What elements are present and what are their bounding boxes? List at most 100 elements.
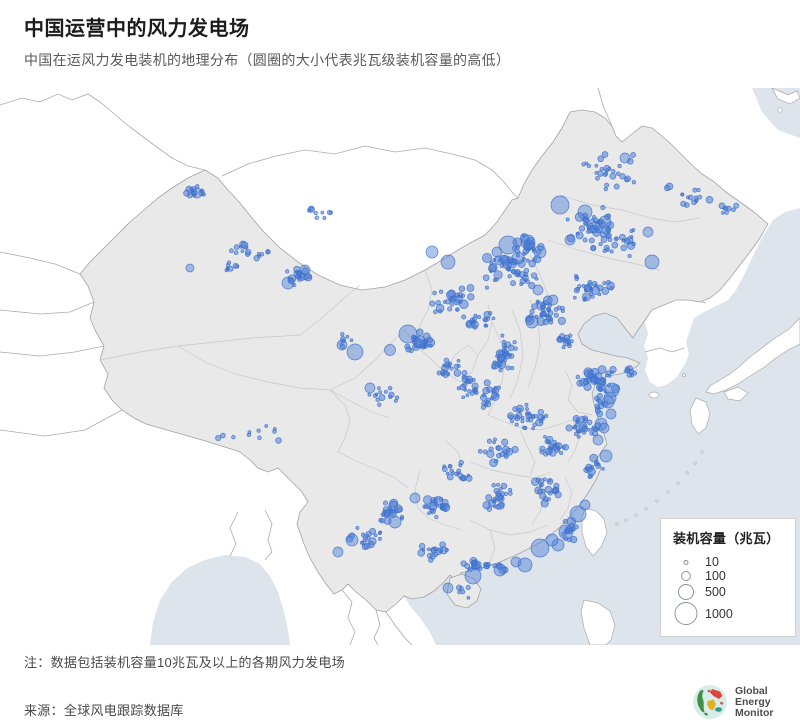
wind-farm-dot [539, 313, 543, 318]
wind-farm-dot [471, 378, 476, 382]
wind-farm-dot [417, 549, 425, 557]
wind-farm-dot [545, 447, 553, 456]
legend-item: 100 [673, 569, 785, 583]
wind-farm-dot [320, 210, 325, 215]
wind-farm-dot [514, 248, 521, 255]
wind-farm-dot [579, 377, 588, 387]
wind-farm-dot [544, 413, 549, 419]
wind-farm-dot [613, 183, 620, 190]
wind-farm-dot [457, 590, 462, 595]
wind-farm-dot [495, 354, 499, 359]
wind-farm-dot [471, 560, 477, 566]
wind-farm-dot [514, 415, 521, 422]
wind-farm-dot [624, 177, 630, 183]
wind-farm-dot [498, 368, 503, 373]
wind-farm-dot [480, 394, 487, 402]
wind-farm-dot [596, 393, 603, 399]
wind-farm-dot [594, 377, 601, 384]
wind-farm-dot [586, 419, 593, 426]
wind-farm-dot [409, 492, 421, 504]
wind-farm-dot [569, 505, 587, 523]
wind-farm-dot [572, 295, 577, 300]
wind-farm-dot [500, 482, 508, 490]
wind-farm-dot [578, 225, 586, 232]
wind-farm-dot [433, 546, 438, 552]
wind-farm-dot [245, 248, 252, 256]
wind-farm-dot [572, 425, 577, 430]
wind-farm-dot [604, 373, 609, 378]
wind-farm-dot [605, 233, 611, 239]
wind-farm-dot [530, 538, 550, 558]
wind-farm-dot [480, 404, 487, 410]
wind-farm-dot [442, 582, 454, 594]
wind-farm-dot [556, 446, 561, 451]
wind-farm-dot [562, 518, 568, 525]
wind-farm-dot [486, 438, 492, 444]
wind-farm-dot [419, 343, 423, 348]
wind-farm-dot [619, 152, 631, 164]
wind-farm-dot [405, 346, 412, 353]
wind-farm-dot [281, 276, 295, 290]
wind-farm-dot [577, 284, 582, 289]
wind-farm-dot [449, 366, 454, 371]
wind-farm-dot [627, 253, 632, 259]
wind-farm-dot [503, 453, 509, 459]
wind-farm-dot [360, 540, 364, 545]
wind-farm-dot [489, 458, 498, 468]
wind-farm-dot [459, 586, 464, 591]
wind-farm-dot [517, 407, 522, 412]
wind-farm-dot [601, 287, 610, 295]
wind-farm-dot [393, 399, 398, 403]
wind-farm-dot [598, 242, 603, 247]
wind-farm-dot [597, 155, 604, 163]
wind-farm-dot [597, 170, 604, 177]
wind-farm-dot [609, 172, 617, 180]
wind-farm-dot [605, 408, 617, 420]
logo-line-2: Energy [735, 695, 771, 708]
wind-farm-dot [697, 194, 703, 200]
province-borders [99, 194, 701, 563]
globe-icon [693, 685, 727, 719]
wind-farm-dot [603, 391, 617, 405]
wind-farm-dot [553, 312, 559, 318]
wind-farm-dot [307, 274, 312, 279]
wind-farm-dot [233, 250, 239, 255]
wind-farm-dot [568, 333, 573, 338]
wind-farm-dot [488, 264, 497, 273]
wind-farm-dot [477, 449, 483, 454]
wind-farm-dot [615, 171, 621, 177]
wind-farm-dot [691, 199, 697, 206]
wind-farm-dot [499, 254, 509, 264]
wind-farm-dot [522, 425, 527, 430]
wind-farm-dot [535, 248, 542, 255]
wind-farm-dot [590, 294, 595, 299]
wind-farm-dot [582, 237, 588, 243]
wind-farm-dot [435, 304, 445, 313]
wind-farm-dot [619, 173, 626, 180]
wind-farm-dot [680, 200, 687, 207]
wind-farm-dot [369, 527, 377, 535]
wind-farm-dot [545, 533, 559, 547]
wind-farm-dot [388, 500, 399, 511]
wind-farm-dot [491, 483, 496, 488]
wind-farm-dot [538, 419, 543, 424]
wind-farm-dot [428, 343, 433, 348]
wind-farm-dot [534, 276, 539, 281]
legend-rows: 10 100 500 1000 [673, 555, 785, 626]
wind-farm-dot [425, 245, 439, 259]
wind-farm-dot [546, 307, 551, 312]
wind-farm-dot [413, 335, 427, 349]
wind-farm-dot [609, 249, 614, 254]
wind-farm-dot [594, 459, 599, 464]
wind-farm-dot [464, 567, 482, 585]
wind-farm-dot [446, 473, 454, 481]
wind-farm-dot [446, 371, 451, 377]
wind-farm-dot [510, 366, 515, 371]
wind-farm-dot [525, 407, 529, 412]
wind-farm-dot [349, 338, 354, 343]
wind-farm-dot [432, 290, 437, 296]
wind-farm-dot [367, 541, 375, 549]
wind-farm-dot [705, 196, 714, 204]
wind-farm-dot [418, 543, 426, 550]
wind-farm-dot [466, 595, 471, 600]
